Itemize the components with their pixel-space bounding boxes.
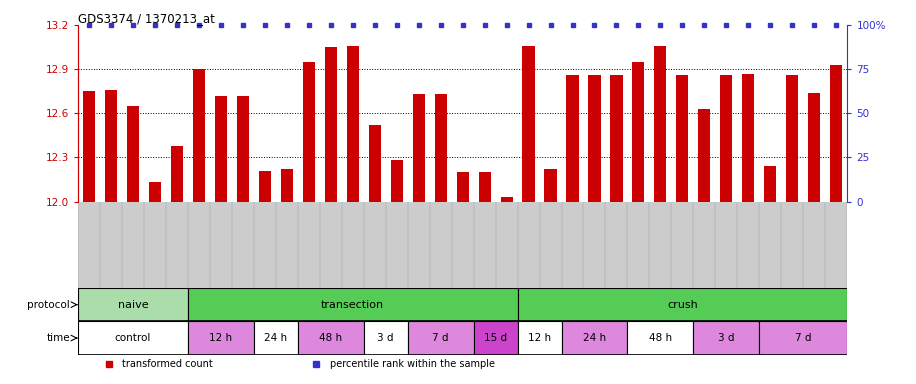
Text: 15 d: 15 d (484, 333, 507, 343)
Bar (236, 96, 249, 202)
Bar (627, 321, 693, 355)
Bar (720, 75, 733, 202)
Bar (258, 171, 271, 202)
Bar (478, 172, 491, 202)
Bar (408, 321, 474, 355)
Text: crush: crush (667, 300, 698, 310)
Bar (698, 109, 711, 202)
Text: protocol: protocol (27, 300, 71, 310)
Bar (500, 197, 513, 202)
Text: 48 h: 48 h (319, 333, 343, 343)
Bar (324, 47, 337, 202)
Bar (808, 93, 821, 202)
Bar (214, 96, 227, 202)
Text: 7 d: 7 d (795, 333, 812, 343)
Bar (654, 46, 667, 202)
Bar (78, 288, 188, 321)
Bar (518, 321, 562, 355)
Bar (562, 321, 627, 355)
Bar (82, 91, 95, 202)
Bar (434, 94, 447, 202)
Bar (474, 321, 518, 355)
Text: 48 h: 48 h (649, 333, 672, 343)
Text: 12 h: 12 h (209, 333, 233, 343)
Bar (280, 169, 293, 202)
Bar (390, 161, 403, 202)
Bar (298, 321, 364, 355)
Bar (148, 182, 161, 202)
Bar (346, 46, 359, 202)
Bar (676, 75, 689, 202)
Bar (693, 321, 759, 355)
Bar (632, 62, 645, 202)
Text: 3 d: 3 d (718, 333, 735, 343)
Bar (610, 75, 623, 202)
Bar (518, 288, 847, 321)
Bar (566, 75, 579, 202)
Bar (104, 90, 117, 202)
Bar (170, 146, 183, 202)
Bar (830, 65, 843, 202)
Bar (368, 125, 381, 202)
Text: 24 h: 24 h (583, 333, 606, 343)
Bar (742, 74, 755, 202)
Bar (78, 321, 188, 355)
Text: 3 d: 3 d (377, 333, 394, 343)
Bar (188, 321, 254, 355)
Text: percentile rank within the sample: percentile rank within the sample (331, 359, 496, 369)
Bar (522, 46, 535, 202)
Bar (764, 166, 777, 202)
Text: 7 d: 7 d (432, 333, 449, 343)
Text: transformed count: transformed count (123, 359, 213, 369)
Bar (302, 62, 315, 202)
Text: control: control (114, 333, 151, 343)
Text: time: time (47, 333, 71, 343)
Bar (786, 75, 799, 202)
Bar (588, 75, 601, 202)
Bar (192, 69, 205, 202)
Text: GDS3374 / 1370213_at: GDS3374 / 1370213_at (78, 12, 214, 25)
Bar (544, 169, 557, 202)
Text: 24 h: 24 h (264, 333, 288, 343)
Bar (759, 321, 847, 355)
Bar (254, 321, 298, 355)
Bar (188, 288, 518, 321)
Bar (126, 106, 139, 202)
Bar (412, 94, 425, 202)
Text: naive: naive (117, 300, 148, 310)
Bar (456, 172, 469, 202)
Bar (364, 321, 408, 355)
Text: transection: transection (322, 300, 384, 310)
Text: 12 h: 12 h (528, 333, 551, 343)
